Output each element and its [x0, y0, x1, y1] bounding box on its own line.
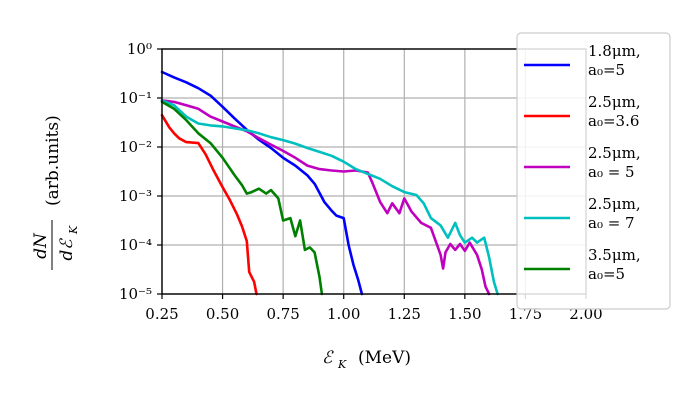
- legend: 1.8μm,a₀=52.5μm,a₀=3.62.5μm,a₀ = 52.5μm,…: [516, 32, 671, 310]
- y-tick-label: 10⁻²: [119, 138, 152, 156]
- x-label-sub: K: [337, 358, 347, 371]
- series-line-5: [160, 100, 324, 296]
- y-tick-label: 10⁰: [127, 40, 152, 58]
- x-tick-label: 0.25: [145, 305, 178, 323]
- series-line-1: [160, 70, 364, 296]
- x-tick-label: 0.75: [266, 305, 299, 323]
- series-line-3: [160, 99, 491, 296]
- legend-label-line1: 1.8μm,: [588, 42, 641, 60]
- legend-label-line1: 2.5μm,: [588, 195, 641, 213]
- series-layer: [160, 70, 499, 296]
- legend-label-line2: a₀=5: [588, 61, 625, 79]
- series-line-2: [160, 113, 258, 296]
- y-tick-label: 10⁻⁴: [119, 236, 152, 254]
- legend-label-line2: a₀ = 5: [588, 163, 635, 181]
- y-tick-label: 10⁻³: [119, 187, 152, 205]
- legend-label-line2: a₀=3.6: [588, 112, 639, 130]
- legend-label-line2: a₀=5: [588, 265, 625, 283]
- legend-label-line1: 2.5μm,: [588, 144, 641, 162]
- y-tick-label: 10⁻⁵: [119, 285, 152, 303]
- y-tick-label: 10⁻¹: [119, 89, 152, 107]
- x-axis-label: ℰ K (MeV): [322, 348, 411, 371]
- legend-label-line1: 3.5μm,: [588, 246, 641, 264]
- x-tick-label: 0.50: [206, 305, 239, 323]
- legend-label-line1: 2.5μm,: [588, 93, 641, 111]
- y-label-numerator: dN: [31, 232, 51, 259]
- x-label-symbol: ℰ: [322, 348, 334, 368]
- legend-label-line2: a₀ = 7: [588, 214, 635, 232]
- y-axis-label: dN dℰ K (arb.units): [31, 115, 80, 270]
- y-label-unit: (arb.units): [43, 115, 63, 206]
- x-tick-label: 1.25: [388, 305, 421, 323]
- y-label-denominator-sub: K: [67, 225, 80, 235]
- x-label-unit: (MeV): [358, 348, 411, 368]
- y-label-denominator: dℰ: [57, 238, 77, 261]
- x-tick-label: 1.50: [448, 305, 481, 323]
- legend-box: [516, 32, 671, 310]
- series-line-4: [160, 99, 499, 296]
- x-tick-label: 1.00: [327, 305, 360, 323]
